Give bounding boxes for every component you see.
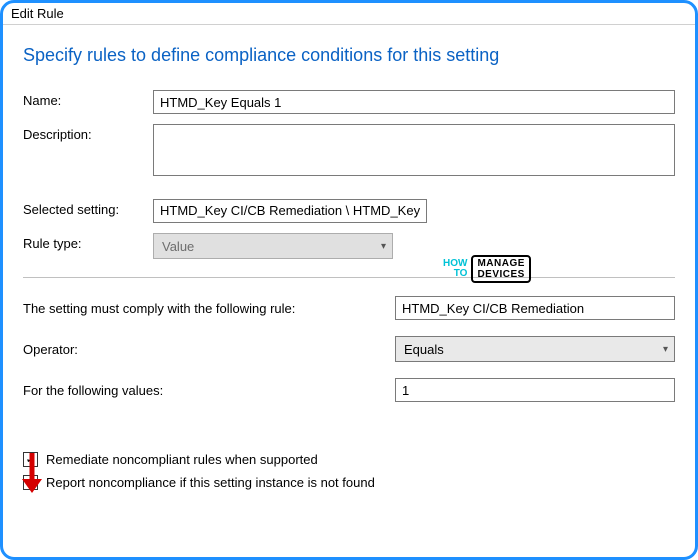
for-values-label: For the following values: <box>23 383 395 398</box>
operator-row: Operator: Equals ▾ <box>23 336 675 362</box>
name-row: Name: <box>23 90 675 114</box>
remediate-row: Remediate noncompliant rules when suppor… <box>23 452 675 467</box>
rule-type-dropdown: Value ▾ <box>153 233 393 259</box>
report-noncompliance-row: Report noncompliance if this setting ins… <box>23 475 675 490</box>
dialog-content: Specify rules to define compliance condi… <box>3 25 695 490</box>
rule-type-label: Rule type: <box>23 233 153 251</box>
for-values-row: For the following values: <box>23 378 675 402</box>
comply-rule-input[interactable] <box>395 296 675 320</box>
edit-rule-window: Edit Rule Specify rules to define compli… <box>0 0 698 560</box>
for-values-input[interactable] <box>395 378 675 402</box>
selected-setting-label: Selected setting: <box>23 199 153 217</box>
remediate-checkbox[interactable] <box>23 452 38 467</box>
selected-setting-value: HTMD_Key CI/CB Remediation \ HTMD_Key <box>153 199 427 223</box>
report-noncompliance-checkbox[interactable] <box>23 475 38 490</box>
description-label: Description: <box>23 124 153 142</box>
name-label: Name: <box>23 90 153 108</box>
description-input[interactable] <box>153 124 675 176</box>
remediate-label: Remediate noncompliant rules when suppor… <box>46 452 318 467</box>
window-title: Edit Rule <box>11 6 64 21</box>
description-row: Description: <box>23 124 675 179</box>
report-noncompliance-label: Report noncompliance if this setting ins… <box>46 475 375 490</box>
comply-rule-row: The setting must comply with the followi… <box>23 296 675 320</box>
chevron-down-icon: ▾ <box>381 241 386 252</box>
operator-label: Operator: <box>23 342 395 357</box>
operator-value: Equals <box>404 342 444 357</box>
selected-setting-row: Selected setting: HTMD_Key CI/CB Remedia… <box>23 199 675 223</box>
operator-dropdown[interactable]: Equals ▾ <box>395 336 675 362</box>
name-input[interactable] <box>153 90 675 114</box>
comply-rule-label: The setting must comply with the followi… <box>23 301 395 316</box>
chevron-down-icon: ▾ <box>663 344 668 355</box>
window-titlebar: Edit Rule <box>3 3 695 25</box>
dialog-heading: Specify rules to define compliance condi… <box>23 45 675 66</box>
rule-type-row: Rule type: Value ▾ <box>23 233 675 259</box>
separator <box>23 277 675 278</box>
rule-type-value: Value <box>162 239 194 254</box>
